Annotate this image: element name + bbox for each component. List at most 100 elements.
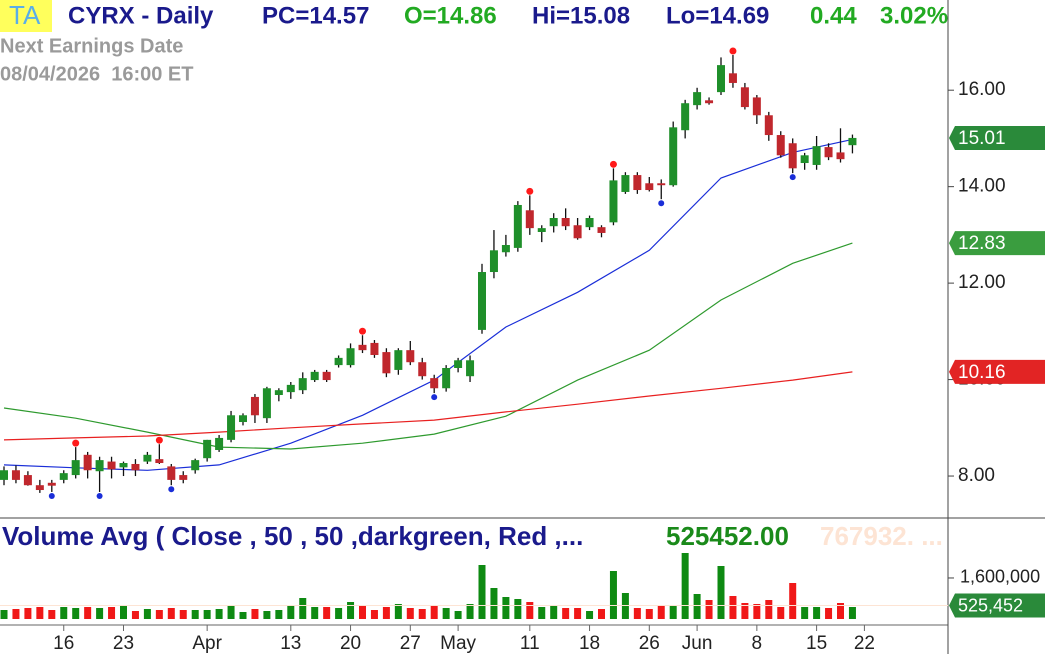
volume-bar bbox=[179, 610, 187, 619]
candle-body bbox=[227, 415, 236, 440]
candle-body bbox=[430, 378, 439, 389]
candle-body bbox=[83, 454, 92, 471]
candle-body bbox=[573, 225, 582, 239]
candle-body bbox=[489, 250, 498, 273]
y-tick-label: 16.00 bbox=[958, 79, 1006, 100]
header: CYRX - Daily PC=14.57 O=14.86 Hi=15.08 L… bbox=[68, 2, 948, 29]
swing-low-dot bbox=[431, 394, 438, 401]
candle-body bbox=[370, 342, 379, 355]
volume-bar bbox=[657, 606, 665, 619]
volume-bar bbox=[359, 606, 366, 619]
volume-bar bbox=[167, 608, 175, 619]
candle-body bbox=[0, 470, 8, 480]
moving-average bbox=[3, 371, 853, 441]
candle-body bbox=[764, 115, 773, 136]
volume-bar bbox=[48, 610, 56, 619]
volume-bar bbox=[645, 609, 653, 619]
candle-body bbox=[334, 357, 343, 366]
volume-bar bbox=[287, 606, 295, 619]
candle-body bbox=[669, 127, 678, 186]
volume-bar bbox=[801, 607, 809, 619]
volume-avg-tag: 525,452 bbox=[958, 595, 1023, 615]
volume-bar bbox=[203, 610, 211, 619]
volume-bar bbox=[442, 608, 450, 619]
volume-bar bbox=[323, 607, 331, 619]
candle-body bbox=[645, 183, 654, 191]
volume-bar bbox=[777, 607, 785, 619]
volume-bar bbox=[406, 608, 414, 619]
change-pct: 3.02% bbox=[880, 2, 948, 29]
swing-low-dot bbox=[658, 200, 665, 207]
candle-body bbox=[11, 470, 20, 480]
volume-bar bbox=[275, 610, 283, 619]
swing-high-dot bbox=[729, 47, 737, 55]
volume-bar bbox=[120, 606, 127, 619]
earnings-date: 08/04/2026 16:00 ET bbox=[0, 63, 193, 85]
candle-body bbox=[525, 210, 534, 229]
x-tick-label: 27 bbox=[400, 633, 421, 654]
candle-body bbox=[23, 475, 32, 486]
candle-body bbox=[406, 350, 415, 363]
volume-bar bbox=[598, 609, 605, 619]
candle-body bbox=[752, 97, 761, 116]
x-tick-label: 13 bbox=[280, 633, 301, 654]
volume-bar bbox=[239, 612, 247, 619]
volume-bar bbox=[502, 597, 510, 619]
volume-bar bbox=[299, 598, 307, 619]
x-tick-label: 15 bbox=[806, 633, 827, 654]
volume-bar bbox=[227, 605, 235, 619]
candle-body bbox=[466, 360, 475, 377]
volume-bar bbox=[538, 607, 546, 619]
volume-bar bbox=[705, 600, 713, 619]
candle-body bbox=[71, 460, 80, 476]
volume-bar bbox=[490, 588, 498, 619]
candle-body bbox=[191, 460, 200, 471]
swing-high-dot bbox=[72, 439, 80, 447]
candle-body bbox=[740, 87, 749, 108]
candle-body bbox=[382, 352, 391, 374]
candle-body bbox=[788, 143, 797, 169]
volume-bar bbox=[609, 571, 617, 619]
candle-body bbox=[693, 92, 702, 106]
candle-body bbox=[215, 437, 224, 450]
volume-bar bbox=[717, 566, 725, 619]
candle-body bbox=[800, 155, 809, 164]
x-tick-label: 18 bbox=[579, 633, 600, 654]
ma-tag: 10.16 bbox=[958, 362, 1006, 383]
candle-body bbox=[286, 384, 295, 393]
volume-bar bbox=[430, 606, 438, 619]
candle-body bbox=[621, 175, 630, 192]
candle-body bbox=[250, 396, 259, 416]
candle-body bbox=[585, 218, 594, 228]
x-tick-label: May bbox=[440, 633, 476, 654]
swing-low-dot bbox=[789, 174, 796, 181]
candle-body bbox=[717, 65, 725, 93]
candle-body bbox=[705, 100, 714, 104]
volume-bar bbox=[765, 600, 773, 619]
candle-body bbox=[346, 348, 355, 366]
candle-body bbox=[107, 461, 116, 470]
volume-bar bbox=[72, 608, 80, 619]
volume-bar bbox=[12, 609, 20, 619]
candle-body bbox=[298, 378, 307, 391]
candle-body bbox=[848, 137, 857, 146]
volume-title: Volume Avg ( Close , 50 , 50 ,darkgreen,… bbox=[2, 521, 583, 551]
candle-body bbox=[59, 473, 68, 480]
close-tag-box bbox=[949, 125, 1045, 150]
ma-tag-box bbox=[949, 231, 1045, 256]
volume-bar bbox=[848, 607, 856, 619]
volume-bar bbox=[562, 608, 570, 619]
candle-body bbox=[776, 135, 785, 156]
candle-body bbox=[549, 218, 558, 227]
candle-body bbox=[633, 175, 642, 191]
volume-bar bbox=[311, 607, 319, 619]
moving-average bbox=[3, 242, 853, 450]
volume-bar bbox=[741, 603, 749, 619]
candle-body bbox=[322, 371, 331, 381]
volume-bar bbox=[478, 565, 486, 619]
prev-close: PC=14.57 bbox=[262, 2, 369, 29]
candle-body bbox=[131, 463, 140, 471]
x-tick-label: 23 bbox=[113, 633, 134, 654]
